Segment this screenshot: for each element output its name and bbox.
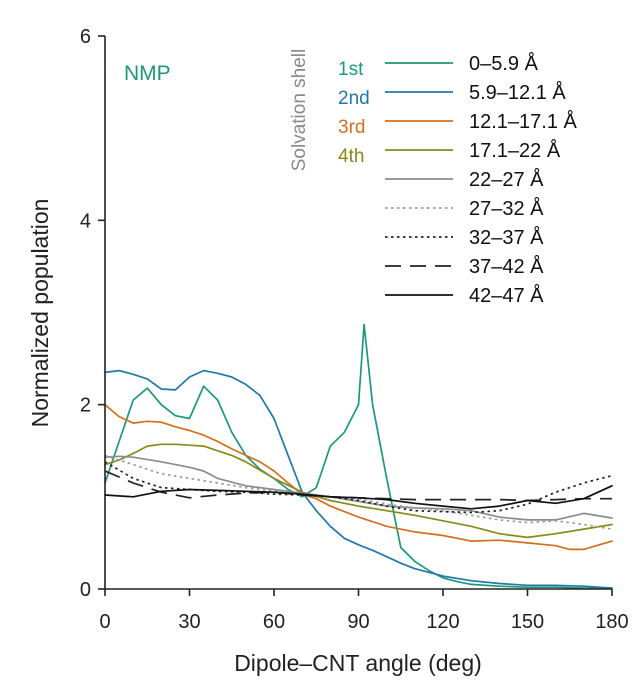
legend-label-8: 37–42 Å [469, 255, 544, 278]
series-line-6 [104, 454, 613, 530]
legend-label-6: 27–32 Å [469, 197, 544, 220]
x-tick-label: 30 [178, 611, 200, 633]
legend-label-9: 42–47 Å [469, 284, 544, 307]
legend: 0–5.9 Å 5.9–12.1 Å 12.1–17.1 Å 17.1–22 Å 22–… [385, 52, 578, 307]
series-line-9 [104, 484, 613, 510]
ticks: 0 30 60 90 120 150 180 0 2 4 6 [80, 26, 629, 633]
y-tick-label: 0 [80, 579, 91, 601]
shell-label-1: 1st [338, 59, 364, 80]
series-line-1 [104, 323, 613, 589]
x-tick-label: 120 [426, 611, 459, 633]
x-tick-label: 150 [511, 611, 544, 633]
legend-label-5: 22–27 Å [469, 168, 544, 191]
legend-label-3: 12.1–17.1 Å [469, 110, 578, 133]
series-line-4 [104, 443, 613, 539]
y-tick-label: 2 [80, 395, 91, 417]
shell-label-4: 4th [338, 146, 364, 167]
legend-group-title: Solvation shell [289, 49, 310, 172]
y-tick-label: 4 [80, 210, 91, 232]
y-tick-label: 6 [80, 26, 91, 48]
shell-label-3: 3rd [338, 117, 365, 138]
x-tick-label: 180 [595, 611, 628, 633]
solvent-annotation: NMP [124, 62, 171, 85]
shell-label-2: 2nd [338, 88, 370, 109]
x-axis-title: Dipole–CNT angle (deg) [234, 650, 482, 676]
x-tick-label: 90 [347, 611, 369, 633]
shell-labels: 1st 2nd 3rd 4th [338, 59, 370, 167]
legend-label-4: 17.1–22 Å [469, 139, 561, 162]
legend-label-7: 32–37 Å [469, 226, 544, 249]
series-line-2 [104, 369, 613, 589]
y-axis-title: Normalized population [27, 199, 53, 428]
x-tick-label: 0 [99, 611, 110, 633]
series-line-7 [104, 461, 613, 514]
series-lines [104, 323, 613, 589]
x-tick-label: 60 [263, 611, 285, 633]
series-line-8 [104, 470, 612, 502]
legend-label-2: 5.9–12.1 Å [469, 81, 566, 104]
legend-label-1: 0–5.9 Å [469, 52, 539, 75]
series-line-5 [104, 455, 613, 521]
